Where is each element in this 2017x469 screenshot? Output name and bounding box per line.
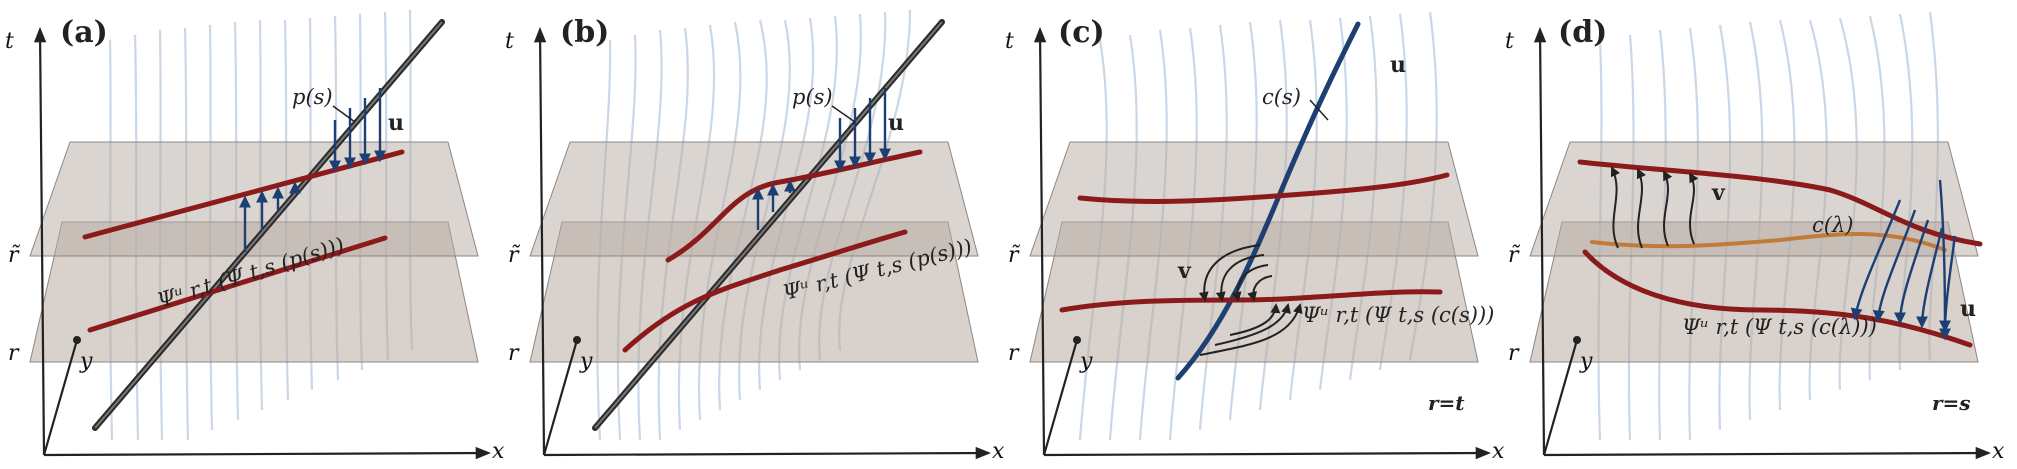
axis-x-label: x bbox=[1492, 439, 1505, 464]
axis-x-label: x bbox=[492, 439, 505, 464]
pathline-lower bbox=[622, 229, 908, 353]
axis-x bbox=[543, 446, 992, 460]
level-rtilde-label: r̃ bbox=[8, 243, 21, 268]
ps-label: p(s) bbox=[792, 85, 833, 109]
panel-b: (b) t x y r̃ r p(s) u Ψᵘ r,t (Ψ t,s (p(s… bbox=[505, 9, 1005, 464]
pathline-upper bbox=[1077, 172, 1450, 204]
panel-d: (d) t x y r̃ r c(λ) v u Ψᵘ r,t (Ψ t,s (c… bbox=[1505, 11, 2005, 464]
axis-x-label: x bbox=[992, 439, 1005, 464]
v-arrows bbox=[1610, 166, 1699, 249]
axis-t bbox=[533, 26, 547, 456]
pathline-lower bbox=[87, 235, 388, 333]
ps-label: p(s) bbox=[292, 85, 333, 109]
clambda-label: c(λ) bbox=[1812, 213, 1853, 237]
axis-x bbox=[43, 446, 492, 460]
axis-t-label: t bbox=[1005, 29, 1014, 54]
plane-rtilde bbox=[29, 141, 479, 257]
axis-y-label: y bbox=[579, 349, 593, 374]
axis-y bbox=[42, 339, 79, 456]
formula: Ψᵘ r,t (Ψ t,s (c(s))) bbox=[1302, 303, 1494, 327]
level-r-label: r bbox=[8, 341, 20, 366]
panel-label: (a) bbox=[60, 15, 108, 50]
v-label: v bbox=[1711, 180, 1726, 206]
formula: Ψᵘ r,t (Ψ t,s (c(λ))) bbox=[1682, 315, 1877, 339]
axis-y bbox=[1042, 339, 1079, 456]
axis-t bbox=[1033, 26, 1047, 456]
curve-clambda bbox=[1590, 232, 1947, 252]
u-label: u bbox=[388, 110, 404, 136]
axis-t bbox=[33, 26, 47, 456]
panel-c: (c) t x y r̃ r c(s) u v Ψᵘ r,t (Ψ t,s (c… bbox=[1005, 11, 1505, 464]
axis-y-label: y bbox=[1079, 349, 1093, 374]
axis-y bbox=[1542, 339, 1579, 456]
panel-label: (c) bbox=[1058, 15, 1105, 50]
u-label: u bbox=[1960, 296, 1976, 322]
u-label: u bbox=[888, 110, 904, 136]
level-rtilde-label: r̃ bbox=[1508, 243, 1521, 268]
panel-label: (d) bbox=[1558, 15, 1607, 50]
u-arrows bbox=[1850, 179, 1957, 341]
axis-x bbox=[1543, 446, 1992, 460]
axis-t-label: t bbox=[1505, 29, 1514, 54]
curve-cs bbox=[1175, 21, 1361, 381]
axis-t-label: t bbox=[505, 29, 514, 54]
pathline-upper bbox=[1577, 159, 1983, 247]
pathline-lower bbox=[1582, 249, 1973, 348]
level-r-label: r bbox=[508, 341, 520, 366]
u-label: u bbox=[1390, 52, 1406, 78]
panel-a: (a) t x y r̃ r p(s) u Ψᵘ r,t (Ψ t,s (p(s… bbox=[5, 9, 505, 464]
cs-label: c(s) bbox=[1262, 85, 1301, 109]
axis-x bbox=[1043, 446, 1492, 460]
u-arrows bbox=[752, 88, 891, 230]
condition-label: r=s bbox=[1932, 391, 1971, 415]
level-rtilde-label: r̃ bbox=[508, 243, 521, 268]
level-r-label: r bbox=[1008, 341, 1020, 366]
axis-t bbox=[1533, 26, 1547, 456]
axis-x-label: x bbox=[1992, 439, 2005, 464]
condition-label: r=t bbox=[1428, 391, 1465, 415]
v-label: v bbox=[1177, 258, 1192, 284]
axis-t-label: t bbox=[5, 29, 14, 54]
level-r-label: r bbox=[1508, 341, 1520, 366]
axis-y-label: y bbox=[79, 349, 93, 374]
v-arrows bbox=[1198, 244, 1303, 356]
panel-label: (b) bbox=[560, 15, 609, 50]
level-rtilde-label: r̃ bbox=[1008, 243, 1021, 268]
axis-y bbox=[542, 339, 579, 456]
axis-y-label: y bbox=[1579, 349, 1593, 374]
